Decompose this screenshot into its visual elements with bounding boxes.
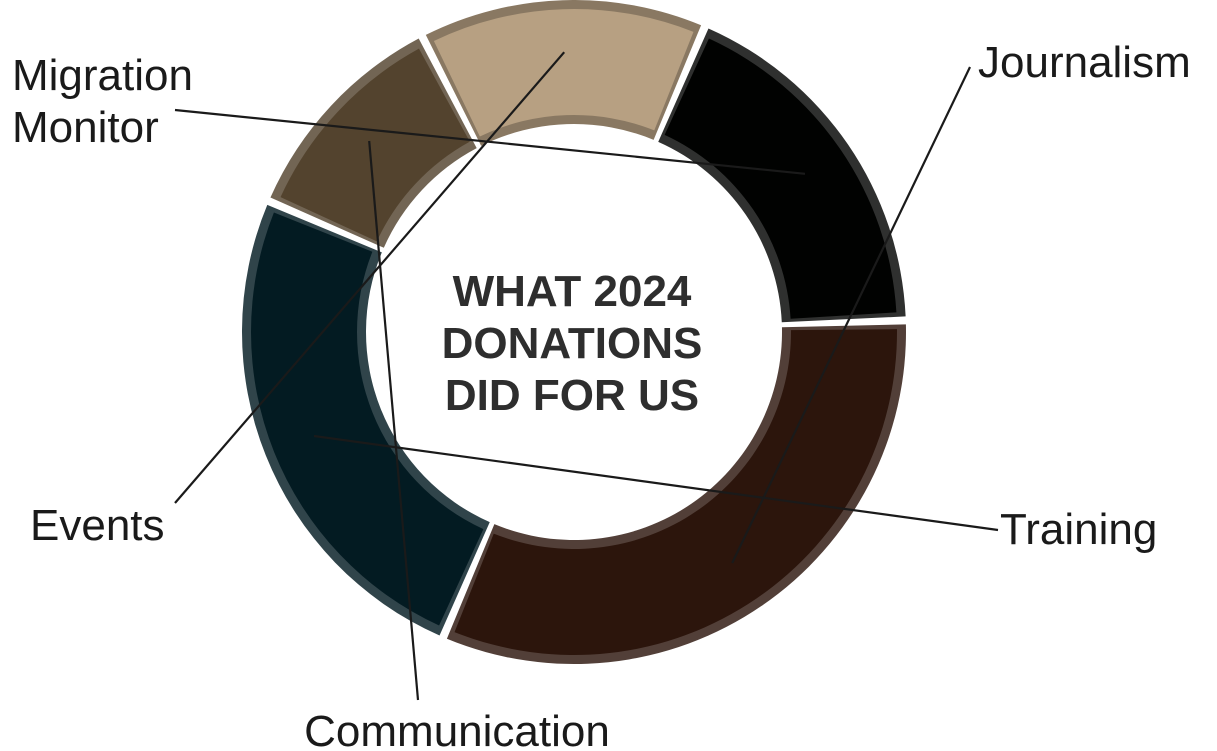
leader-line-training (313, 434, 999, 532)
slice-label-communication: Communication (304, 707, 610, 751)
slice-events (433, 9, 694, 137)
leader-line-migration-monitor (174, 108, 806, 175)
slice-label-events: Events (30, 501, 165, 550)
leaders-layer (174, 51, 999, 701)
leader-line-communication (368, 140, 420, 701)
center-title: WHAT 2024 DONATIONS DID FOR US (442, 267, 703, 420)
center-title-line-1: WHAT 2024 (453, 267, 692, 316)
slice-journalism (454, 329, 898, 656)
center-title-line-2: DONATIONS (442, 319, 703, 368)
leader-line-events (174, 51, 566, 504)
slice-label-migration-monitor: Migration Monitor (12, 51, 193, 152)
center-title-line-3: DID FOR US (445, 371, 699, 420)
labels-layer: Journalism Training Communication Events Mig… (12, 38, 1191, 751)
slices-layer (241, 0, 906, 665)
slice-migration-monitor (664, 38, 897, 319)
leader-line-journalism (731, 66, 971, 564)
slice-label-journalism: Journalism (978, 38, 1191, 87)
slice-training (250, 212, 484, 626)
slice-communication (280, 48, 470, 242)
slice-label-training: Training (1000, 505, 1157, 554)
